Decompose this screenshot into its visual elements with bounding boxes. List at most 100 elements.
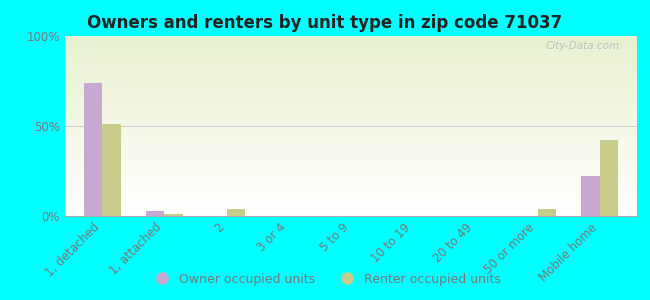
Bar (65, 79, 637, 80)
Bar (65, 133, 637, 134)
Bar (65, 107, 637, 108)
Bar (65, 44, 637, 45)
Bar (65, 61, 637, 62)
Bar (65, 210, 637, 211)
Bar (65, 64, 637, 65)
Bar (65, 113, 637, 114)
Bar (65, 185, 637, 186)
Bar (65, 215, 637, 216)
Bar (65, 165, 637, 166)
Bar (65, 36, 637, 37)
Bar (65, 47, 637, 48)
Bar (65, 195, 637, 196)
Bar (65, 76, 637, 77)
Bar (65, 143, 637, 144)
Bar (65, 202, 637, 203)
Bar (65, 173, 637, 174)
Bar (65, 59, 637, 60)
Bar (65, 68, 637, 69)
Bar (65, 43, 637, 44)
Bar (65, 196, 637, 197)
Bar (65, 180, 637, 181)
Bar (65, 138, 637, 139)
Bar (65, 172, 637, 173)
Bar (65, 41, 637, 42)
Bar (65, 147, 637, 148)
Bar (65, 175, 637, 176)
Bar (65, 208, 637, 209)
Bar (65, 209, 637, 210)
Bar (65, 60, 637, 61)
Bar (65, 199, 637, 200)
Bar (65, 152, 637, 153)
Bar (65, 204, 637, 205)
Bar (65, 130, 637, 131)
Bar (65, 103, 637, 104)
Bar (65, 85, 637, 86)
Bar (65, 102, 637, 103)
Bar (65, 67, 637, 68)
Bar (65, 129, 637, 130)
Bar (65, 57, 637, 58)
Bar (65, 118, 637, 119)
Text: Owners and renters by unit type in zip code 71037: Owners and renters by unit type in zip c… (87, 14, 563, 32)
Bar (65, 211, 637, 212)
Bar (65, 139, 637, 140)
Bar (65, 127, 637, 128)
Bar (65, 167, 637, 168)
Bar (538, 209, 556, 216)
Bar (65, 100, 637, 101)
Bar (65, 184, 637, 185)
Bar (65, 193, 637, 194)
Bar (65, 202, 637, 203)
Bar (65, 168, 637, 169)
Bar (65, 140, 637, 141)
Bar (65, 62, 637, 63)
Bar (65, 70, 637, 71)
Bar (102, 124, 121, 216)
Bar (65, 51, 637, 52)
Bar (65, 78, 637, 79)
Bar (65, 164, 637, 165)
Bar (65, 145, 637, 146)
Bar (65, 114, 637, 115)
Bar (65, 65, 637, 66)
Bar (65, 213, 637, 214)
Bar (65, 136, 637, 137)
Bar (65, 198, 637, 199)
Bar (65, 81, 637, 82)
Bar (65, 110, 637, 111)
Bar (65, 200, 637, 201)
Bar (65, 137, 637, 138)
Bar (65, 131, 637, 132)
Bar (65, 170, 637, 171)
Bar (65, 73, 637, 74)
Bar (65, 149, 637, 150)
Bar (65, 192, 637, 193)
Bar (65, 207, 637, 208)
Bar (65, 176, 637, 177)
Bar (65, 142, 637, 143)
Bar (65, 119, 637, 120)
Bar (65, 111, 637, 112)
Bar (65, 194, 637, 195)
Bar (65, 38, 637, 39)
Bar (65, 197, 637, 198)
Bar (65, 82, 637, 83)
Bar (65, 93, 637, 94)
Bar (65, 83, 637, 84)
Bar (65, 177, 637, 178)
Bar (65, 158, 637, 159)
Bar (164, 214, 183, 216)
Bar (65, 84, 637, 85)
Bar (65, 48, 637, 49)
Bar (65, 98, 637, 99)
Bar (65, 135, 637, 136)
Bar (65, 181, 637, 182)
Bar (227, 209, 245, 216)
Bar (65, 163, 637, 164)
Bar (65, 120, 637, 121)
Bar (65, 95, 637, 96)
Bar (65, 56, 637, 57)
Bar (65, 191, 637, 192)
